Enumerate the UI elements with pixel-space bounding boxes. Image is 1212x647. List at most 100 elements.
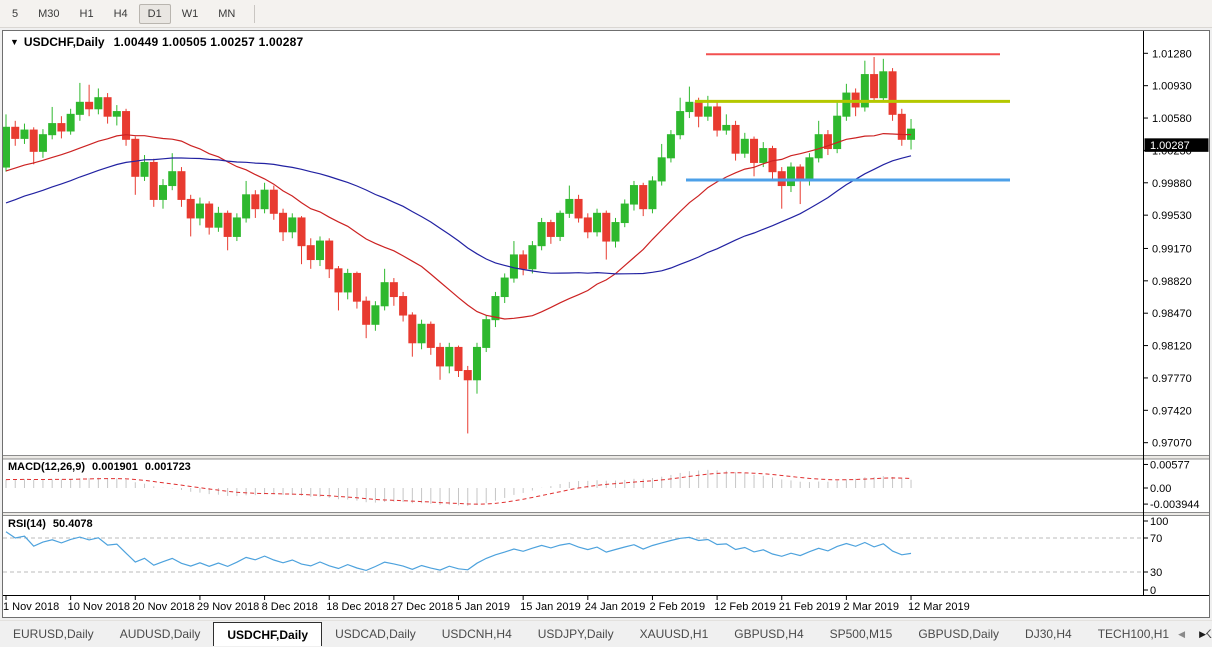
candle-body [509, 254, 518, 279]
chart-tab-usdjpy[interactable]: USDJPY,Daily [537, 626, 614, 641]
chart-tab-usdchf[interactable]: USDCHF,Daily [213, 622, 323, 646]
candle-body [574, 198, 583, 219]
timeframe-toolbar: 5 M30 H1 H4 D1 W1 MN [0, 0, 1212, 28]
macd-name: MACD(12,26,9) [8, 461, 86, 473]
candle-body [694, 101, 703, 117]
price-tick-label: 0.98820 [1152, 276, 1192, 288]
candle-body [362, 300, 371, 325]
candle-body [334, 268, 343, 293]
candle-body [814, 134, 823, 159]
candle-body [482, 319, 491, 348]
candle-body [223, 212, 232, 237]
chart-tab-eurusd[interactable]: EURUSD,Daily [13, 626, 94, 641]
timeframe-button-d1[interactable]: D1 [138, 3, 171, 24]
candle-body [131, 138, 140, 177]
candle-body [750, 138, 759, 163]
candle-body [842, 92, 851, 117]
tab-scroll-left-icon[interactable]: ◀ [1178, 628, 1186, 639]
candle-body [722, 124, 731, 131]
candle-body [629, 185, 638, 205]
chart-tab-tech100[interactable]: TECH100,H1 [1097, 626, 1170, 641]
timeframe-button-h4[interactable]: H4 [113, 7, 128, 20]
chart-tab-xauusd[interactable]: XAUUSD,H1 [639, 626, 709, 641]
candle-body [556, 212, 565, 237]
candle-body [408, 314, 417, 344]
candle-body [251, 194, 260, 210]
price-tick-label: 0.97070 [1152, 438, 1192, 450]
candle-body [445, 346, 454, 367]
time-tick-label: 2 Mar 2019 [843, 601, 899, 613]
rsi-panel [5, 531, 912, 572]
candle-body [288, 217, 297, 233]
timeframe-button-5[interactable]: 5 [12, 7, 19, 20]
candle-body [500, 277, 509, 298]
candle-body [75, 101, 84, 115]
rsi-tick-label: 30 [1150, 567, 1162, 579]
candle-body [29, 129, 38, 152]
chart-tab-usdcad[interactable]: USDCAD,Daily [335, 626, 416, 641]
price-tick-label: 0.99170 [1152, 243, 1192, 255]
candle-body [897, 113, 906, 140]
chart-title: ▼ USDCHF,Daily 1.00449 1.00505 1.00257 1… [10, 35, 303, 49]
timeframe-button-mn[interactable]: MN [218, 7, 236, 20]
tab-scroll-controls: ◀ ▶ [1172, 621, 1206, 647]
candle-body [491, 296, 500, 321]
candle-body [666, 134, 675, 159]
candle-body [38, 134, 47, 152]
candle-body [140, 161, 149, 177]
candle-body [805, 157, 814, 182]
candle-body [85, 101, 94, 110]
chart-tab-gbpusd[interactable]: GBPUSD,H4 [734, 626, 804, 641]
chart-tab-audusd[interactable]: AUDUSD,Daily [119, 626, 201, 641]
current-price-box [1144, 138, 1209, 152]
chart-tab-sp500[interactable]: SP500,M15 [829, 626, 893, 641]
candle-body [315, 240, 324, 261]
chart-tab-dj30[interactable]: DJ30,H4 [1025, 626, 1072, 641]
tab-scroll-right-icon[interactable]: ▶ [1199, 628, 1206, 639]
macd-value-main: 0.001901 [92, 461, 138, 473]
rsi-tick-label: 0 [1150, 585, 1156, 597]
candle-body [703, 106, 712, 117]
chart-tab-gbpusd[interactable]: GBPUSD,Daily [918, 626, 1000, 641]
candle-body [537, 222, 546, 247]
candle-body [242, 194, 251, 219]
candle-body [269, 189, 278, 214]
macd-tick-label: 0.00577 [1150, 459, 1190, 471]
ohlc-open: 1.00449 [113, 35, 159, 49]
candle-body [648, 180, 657, 210]
candle-body [426, 323, 435, 348]
ma-fast-line [5, 132, 912, 320]
chart-tab-usdcnh[interactable]: USDCNH,H4 [441, 626, 512, 641]
ohlc-low: 1.00257 [210, 35, 256, 49]
price-tick-label: 0.99880 [1152, 178, 1192, 190]
macd-panel [5, 469, 912, 506]
candle-body [260, 189, 269, 210]
price-tick-label: 1.00580 [1152, 113, 1192, 125]
candle-body [94, 97, 103, 110]
timeframe-button-m30[interactable]: M30 [38, 7, 60, 20]
ma-slow-line [5, 155, 912, 275]
time-tick-label: 2 Feb 2019 [649, 601, 705, 613]
timeframe-button-w1[interactable]: W1 [181, 7, 199, 20]
panel-splitter[interactable] [3, 455, 1209, 460]
ohlc-close: 1.00287 [258, 35, 304, 49]
candle-body [232, 217, 241, 237]
candle-body [463, 370, 472, 381]
macd-tick-label: 0.00 [1150, 483, 1171, 495]
chart-window[interactable] [2, 30, 1210, 618]
macd-value-signal: 0.001723 [144, 461, 191, 473]
rsi-tick-label: 70 [1150, 533, 1162, 545]
panel-splitter[interactable] [3, 512, 1209, 516]
candle-body [103, 97, 112, 117]
candle-body [740, 138, 749, 154]
timeframe-button-h1[interactable]: H1 [79, 7, 94, 20]
candle-body [112, 111, 121, 117]
price-tick-label: 0.97770 [1152, 373, 1192, 385]
candle-body [48, 123, 57, 136]
price-tick-label: 0.98470 [1152, 308, 1192, 320]
candle-body [611, 222, 620, 242]
candle-body [20, 129, 29, 139]
candle-body [306, 245, 315, 261]
symbol-dropdown-icon[interactable]: ▼ [10, 36, 19, 47]
